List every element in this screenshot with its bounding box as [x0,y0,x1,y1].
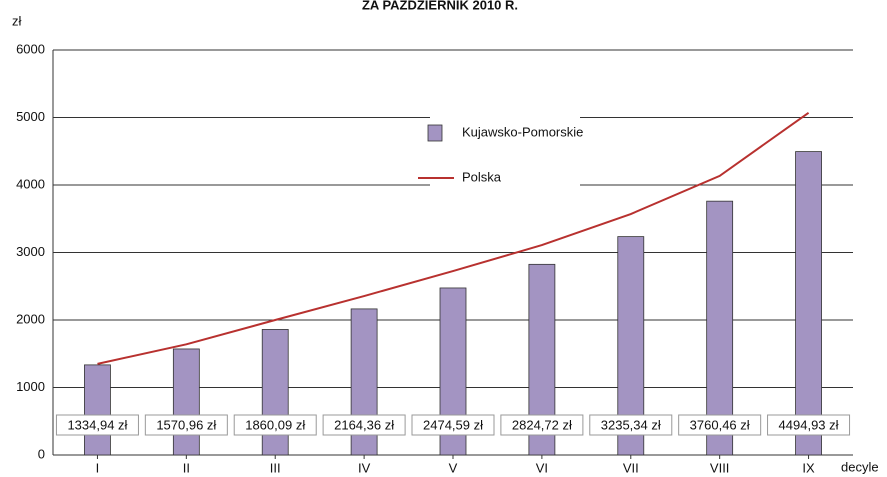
y-axis-label: zł [12,13,22,28]
bar [706,200,734,456]
value-label-box [411,414,495,436]
value-label-box [144,414,228,436]
x-tick-label: IV [358,460,371,475]
bar [84,364,111,456]
x-tick-label: VII [623,460,639,475]
value-label: 1570,96 zł [156,417,216,432]
x-tick-label: IX [802,460,815,475]
bar [261,329,289,456]
value-label: 2474,59 zł [423,417,483,432]
value-label: 3235,34 zł [601,417,661,432]
x-axis-label: decyle [841,459,879,474]
y-tick-label: 6000 [16,41,45,56]
y-tick-label: 0 [38,446,45,461]
y-tick-label: 5000 [16,109,45,124]
value-label-box [233,414,317,436]
value-label-box [322,414,406,436]
legend-swatch [427,124,443,142]
value-label: 2824,72 zł [512,417,572,432]
value-label-box [678,414,762,436]
x-tick-label: II [183,460,190,475]
y-tick-label: 2000 [16,311,45,326]
x-tick-label: III [270,460,281,475]
value-label: 3760,46 zł [690,417,750,432]
bar [795,151,822,456]
value-label: 1334,94 zł [67,417,127,432]
value-label-box [589,414,673,436]
value-label: 1860,09 zł [245,417,305,432]
y-tick-label: 4000 [16,176,45,191]
value-label-box [767,414,851,436]
value-label-box [55,414,139,436]
bar [172,348,200,456]
x-tick-label: I [96,460,100,475]
line [97,111,810,365]
x-tick-label: VIII [710,460,730,475]
chart-title: ZA PAŹDZIERNIK 2010 R. [362,0,518,12]
value-label-box [500,414,584,436]
x-tick-label: V [449,460,458,475]
value-label: 4494,93 zł [779,417,839,432]
legend-label: Polska [462,169,502,184]
x-tick-label: VI [536,460,548,475]
value-label: 2164,36 zł [334,417,394,432]
y-tick-label: 3000 [16,244,45,259]
legend-label: Kujawsko-Pomorskie [462,124,583,139]
legend-box [430,100,580,200]
y-tick-label: 1000 [16,379,45,394]
